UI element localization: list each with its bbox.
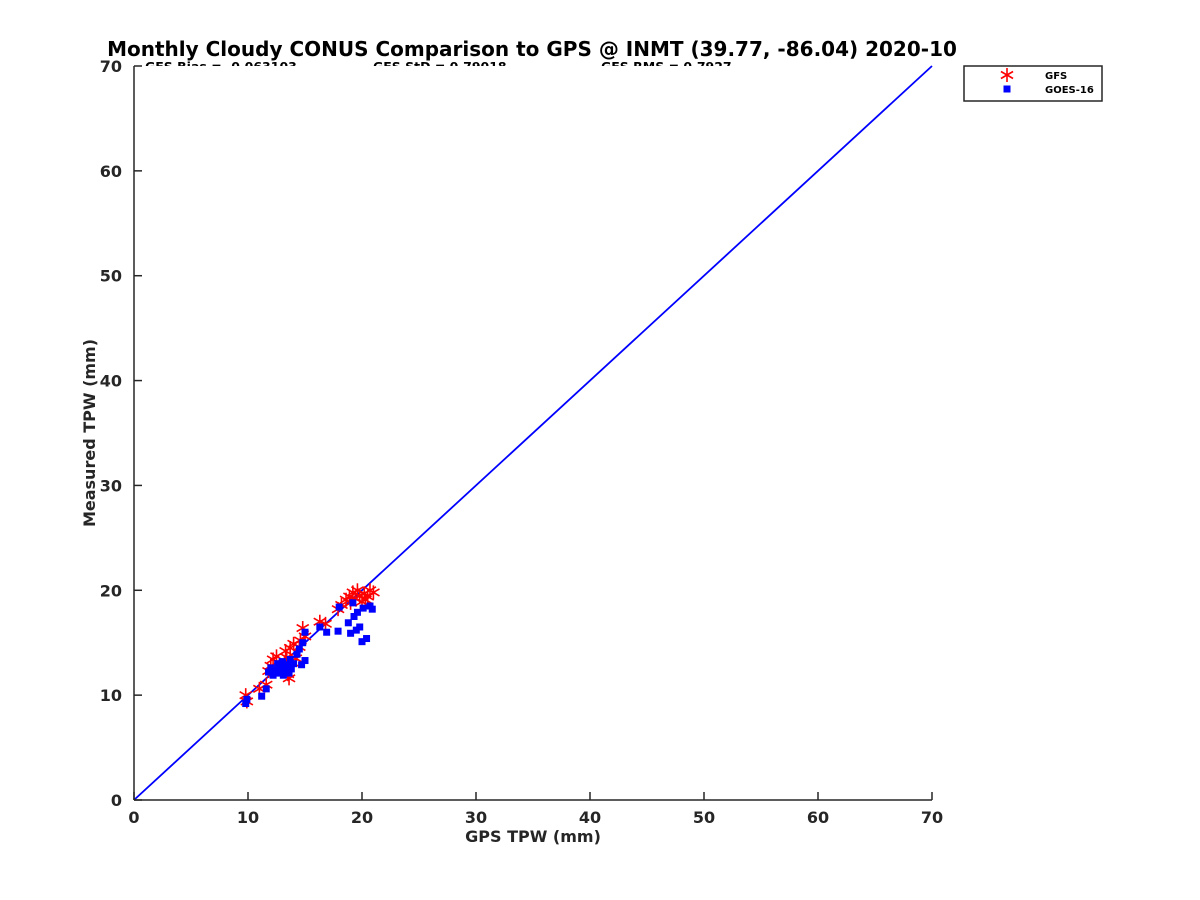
legend-label-gfs: GFS xyxy=(1045,71,1067,82)
x-tick-label: 40 xyxy=(579,808,601,827)
goes-16-point xyxy=(334,627,342,635)
goes-16-point xyxy=(363,635,371,643)
goes-16-point xyxy=(267,664,275,672)
goes-16-point xyxy=(316,623,324,631)
x-tick-label: 0 xyxy=(128,808,139,827)
goes-16-point xyxy=(347,629,355,637)
goes-16-point xyxy=(323,628,331,636)
goes-16-point xyxy=(299,639,307,647)
goes-16-point xyxy=(350,613,358,620)
goes-16-point xyxy=(335,603,343,611)
goes-16-point xyxy=(286,655,294,663)
y-tick-label: 0 xyxy=(111,791,122,810)
y-tick-label: 60 xyxy=(100,162,122,181)
y-tick-label: 40 xyxy=(100,372,122,391)
y-tick-label: 70 xyxy=(100,57,122,76)
axis-ticks: 0 10 20 30 40 50 60 70 0 10 20 30 40 50 60 70 xyxy=(100,57,943,827)
y-tick-label: 30 xyxy=(100,476,122,495)
legend-marker-gfs xyxy=(1000,68,1014,82)
goes-16-point xyxy=(349,599,357,607)
x-axis-label: GPS TPW (mm) xyxy=(465,827,601,846)
goes-16-point xyxy=(358,638,366,646)
legend-marker-goes-16 xyxy=(1003,85,1011,93)
x-tick-label: 20 xyxy=(351,808,373,827)
goes-16-point xyxy=(258,692,266,700)
y-tick-label: 10 xyxy=(100,686,122,705)
goes-16-point xyxy=(301,628,309,636)
goes-16-point xyxy=(295,645,303,653)
data-points-layer xyxy=(239,583,380,709)
goes-16-point xyxy=(274,660,282,668)
y-tick-label: 50 xyxy=(100,267,122,286)
goes-16-point xyxy=(243,695,251,703)
y-tick-label: 20 xyxy=(100,581,122,600)
legend: GFS GOES-16 xyxy=(963,65,1103,102)
goes-16-point xyxy=(262,685,270,693)
goes-16-point xyxy=(285,669,293,677)
legend-box xyxy=(963,65,1103,102)
goes-16-point xyxy=(279,671,287,679)
goes-16-point xyxy=(368,605,376,613)
y-axis-label: Measured TPW (mm) xyxy=(80,339,99,527)
chart-title: Monthly Cloudy CONUS Comparison to GPS @… xyxy=(107,37,957,61)
goes-16-point xyxy=(298,661,306,669)
x-tick-label: 30 xyxy=(465,808,487,827)
x-tick-label: 10 xyxy=(237,808,259,827)
goes-16-point xyxy=(242,700,250,708)
goes-16-point xyxy=(269,671,277,679)
goes-16-point xyxy=(275,669,283,677)
gfs-point xyxy=(358,592,372,607)
x-tick-label: 60 xyxy=(807,808,829,827)
goes-16-point xyxy=(287,665,295,673)
goes-16-point xyxy=(359,604,367,612)
goes-16-point xyxy=(356,623,364,631)
goes-16-point xyxy=(301,657,309,665)
goes-16-point xyxy=(293,650,301,658)
goes-16-point xyxy=(265,668,273,676)
x-tick-label: 70 xyxy=(921,808,943,827)
gfs-point xyxy=(366,585,380,600)
legend-label-goes-16: GOES-16 xyxy=(1045,85,1094,96)
goes-16-point xyxy=(290,660,298,668)
goes-16-point xyxy=(353,608,361,616)
goes-16-point xyxy=(344,619,352,627)
x-tick-label: 50 xyxy=(693,808,715,827)
